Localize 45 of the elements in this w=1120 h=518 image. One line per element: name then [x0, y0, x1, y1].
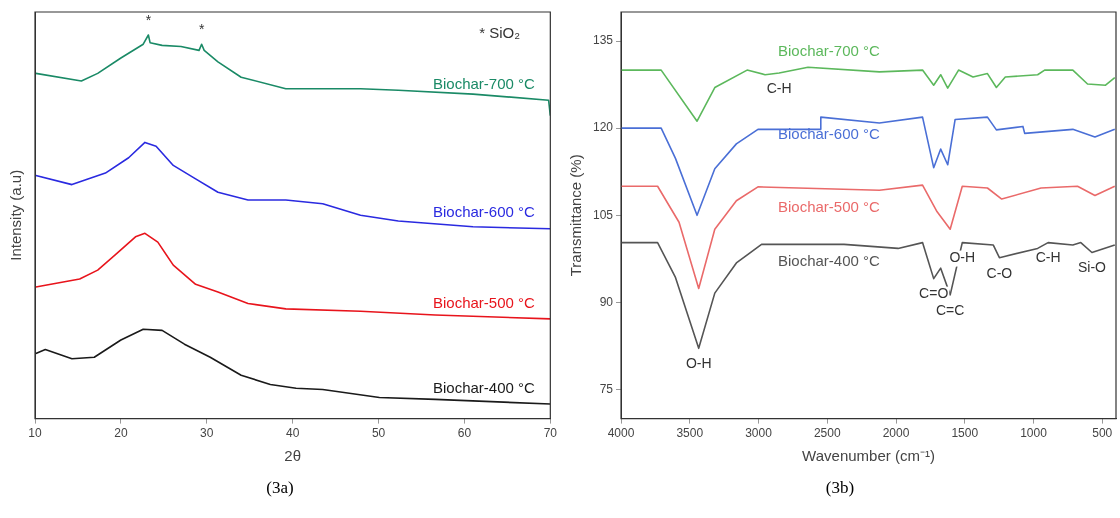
x-tick-label: 3500	[676, 426, 704, 441]
x-tick-label: 30	[200, 426, 214, 441]
series-label: Biochar-500 °C	[777, 197, 881, 215]
annotation: O-H	[949, 249, 976, 266]
series-label: Biochar-700 °C	[777, 41, 881, 59]
x-axis-title: 2θ	[284, 447, 302, 465]
annotation: C-H	[1035, 249, 1061, 266]
x-tick-label: 500	[1092, 426, 1113, 441]
text: (3a)	[265, 478, 295, 498]
x-tick-label: 70	[543, 426, 558, 441]
annotation: *	[198, 21, 205, 38]
series-label: Biochar-400 °C	[432, 378, 536, 396]
series-label: Biochar-400 °C	[777, 251, 881, 269]
y-tick-label: 120	[592, 120, 614, 135]
y-tick-label: 105	[592, 207, 614, 222]
annotation: C-O	[986, 264, 1013, 281]
x-tick-label: 3000	[745, 426, 773, 441]
x-tick-label: 1000	[1020, 426, 1048, 441]
annotation: Si-O	[1077, 259, 1107, 276]
text: (3b)	[824, 478, 856, 498]
x-tick-label: 1500	[951, 426, 979, 441]
y-tick-label: 135	[592, 33, 614, 48]
x-tick-label: 10	[28, 426, 42, 441]
x-tick-label: 20	[114, 426, 128, 441]
y-tick-label: 90	[599, 294, 614, 309]
series-label: Biochar-600 °C	[432, 203, 536, 221]
annotation: C=O	[919, 285, 949, 302]
x-tick-label: 2000	[882, 426, 910, 441]
annotation: C-H	[766, 79, 792, 96]
annotation: *	[145, 11, 152, 28]
y-tick-label: 75	[599, 381, 614, 396]
y-axis-title: Transmittance (%)	[567, 154, 585, 277]
series-label: Biochar-500 °C	[432, 293, 536, 311]
annotation: C=C	[935, 301, 965, 318]
x-tick-label: 60	[457, 426, 472, 441]
x-tick-label: 4000	[607, 426, 635, 441]
x-tick-label: 2500	[813, 426, 841, 441]
y-axis-title: Intensity (a.u)	[7, 169, 25, 261]
series-label: Biochar-600 °C	[777, 124, 881, 142]
x-axis-title: Wavenumber (cm⁻¹)	[802, 447, 935, 465]
annotation: * SiO₂	[479, 24, 520, 41]
series-label: Biochar-700 °C	[432, 74, 536, 92]
annotation: O-H	[685, 355, 712, 372]
x-tick-label: 50	[371, 426, 386, 441]
x-tick-label: 40	[285, 426, 300, 441]
